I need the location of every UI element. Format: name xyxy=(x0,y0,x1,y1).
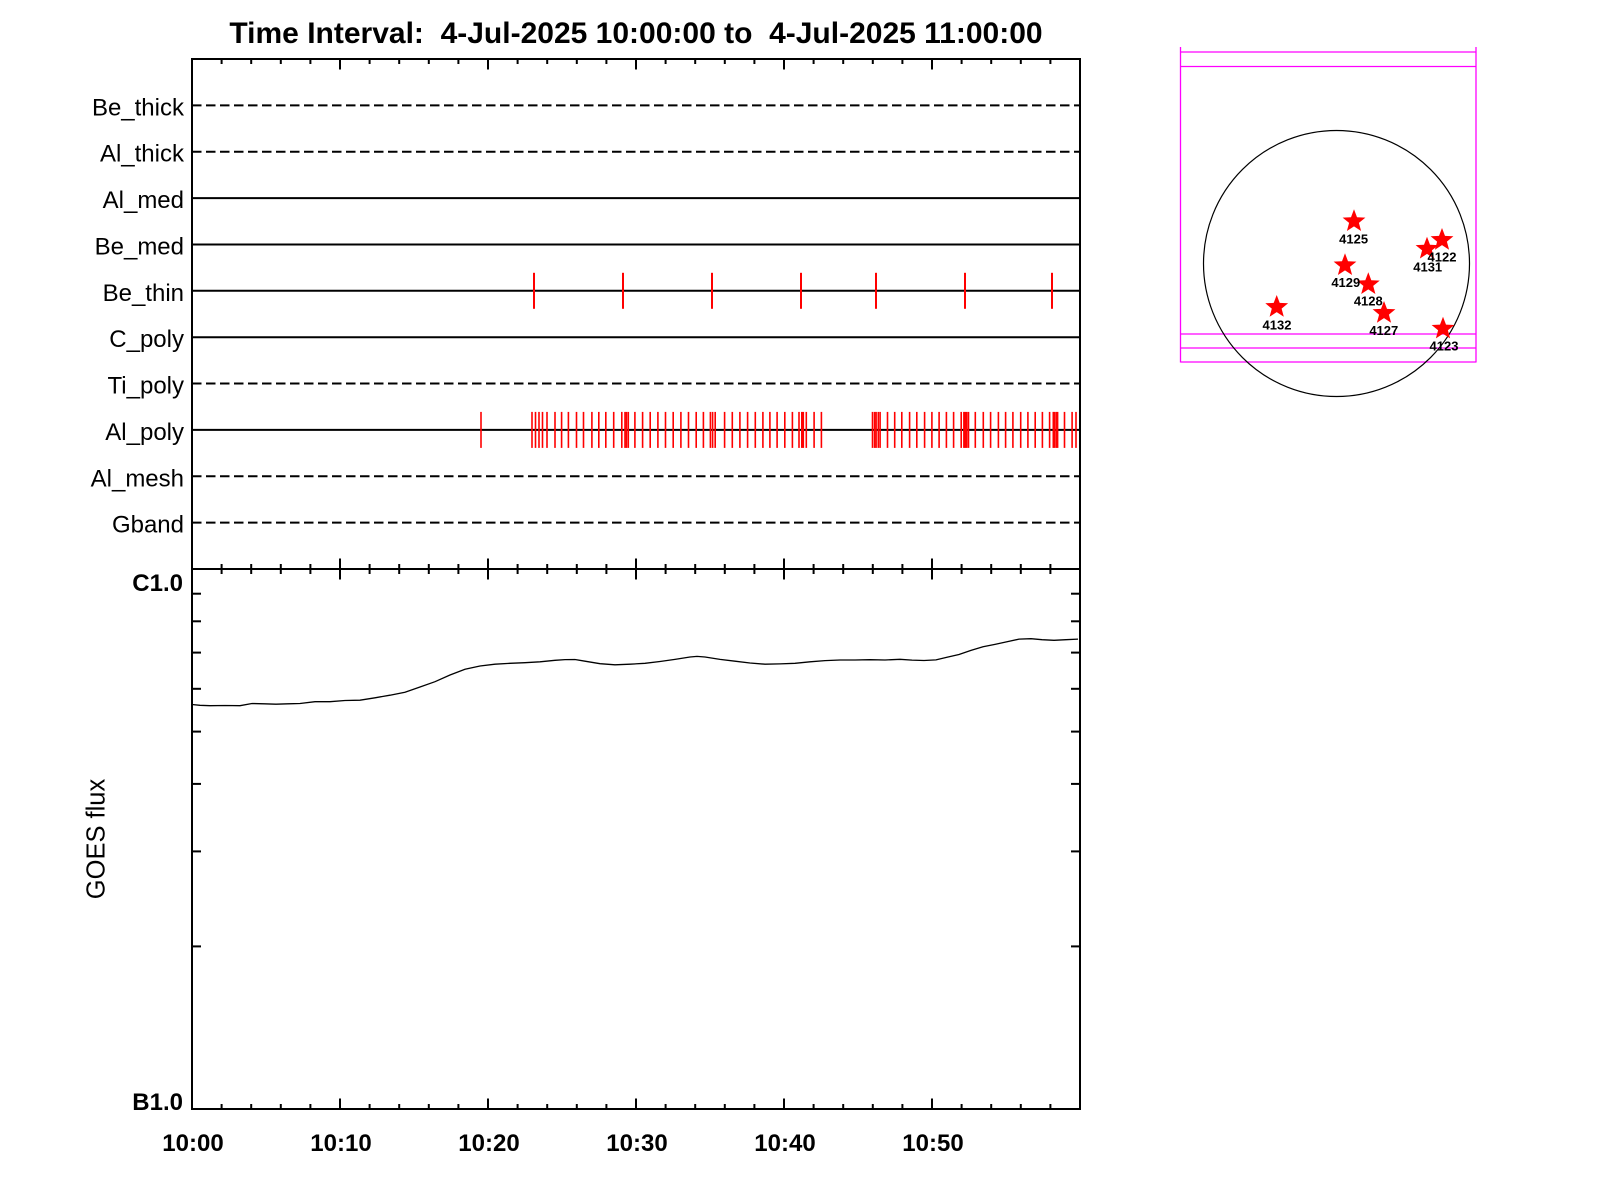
svg-text:4131: 4131 xyxy=(1413,260,1442,275)
svg-text:10:10: 10:10 xyxy=(310,1130,371,1157)
svg-text:Be_thin: Be_thin xyxy=(103,280,184,307)
svg-text:4128: 4128 xyxy=(1354,294,1383,309)
svg-text:C1.0: C1.0 xyxy=(132,570,183,597)
svg-text:10:50: 10:50 xyxy=(902,1130,963,1157)
svg-text:Be_thick: Be_thick xyxy=(92,94,185,121)
svg-text:Al_mesh: Al_mesh xyxy=(91,465,184,492)
svg-text:4123: 4123 xyxy=(1430,339,1459,354)
svg-text:Al_poly: Al_poly xyxy=(105,419,184,446)
svg-text:10:20: 10:20 xyxy=(458,1130,519,1157)
svg-text:C_poly: C_poly xyxy=(109,326,184,353)
svg-text:Time Interval: 4-Jul-2025 10:: Time Interval: 4-Jul-2025 10:00:00 to 4-… xyxy=(229,17,1042,50)
svg-text:GOES flux: GOES flux xyxy=(83,779,111,900)
svg-text:Ti_poly: Ti_poly xyxy=(108,373,184,400)
svg-text:4125: 4125 xyxy=(1339,232,1368,247)
svg-text:10:40: 10:40 xyxy=(754,1130,815,1157)
svg-text:10:00: 10:00 xyxy=(162,1130,223,1157)
svg-text:B1.0: B1.0 xyxy=(132,1089,183,1116)
svg-text:Al_med: Al_med xyxy=(103,187,184,214)
svg-text:4127: 4127 xyxy=(1369,323,1398,338)
svg-text:4122: 4122 xyxy=(1428,250,1457,265)
svg-text:10:30: 10:30 xyxy=(606,1130,667,1157)
svg-text:Al_thick: Al_thick xyxy=(100,141,185,168)
svg-text:4132: 4132 xyxy=(1263,318,1292,333)
svg-text:Be_med: Be_med xyxy=(95,234,184,261)
svg-text:Gband: Gband xyxy=(112,512,184,539)
svg-text:4129: 4129 xyxy=(1331,275,1360,290)
